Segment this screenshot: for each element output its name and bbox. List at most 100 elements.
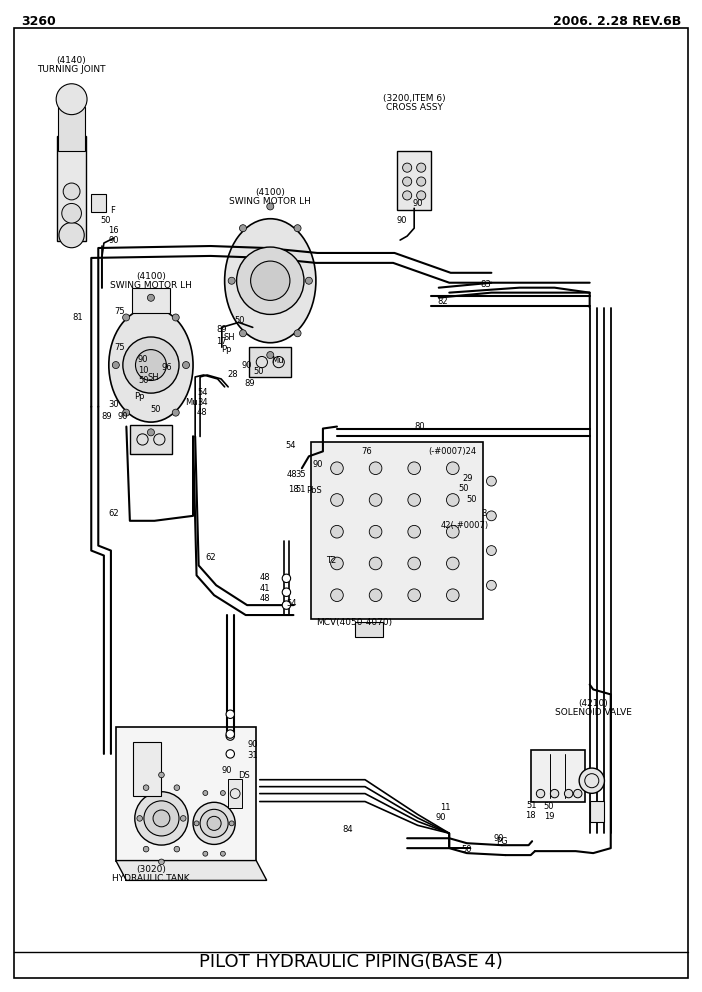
Circle shape — [486, 580, 496, 590]
Text: 28: 28 — [227, 370, 239, 380]
Circle shape — [536, 790, 545, 798]
Text: 11: 11 — [441, 803, 451, 812]
Text: 90: 90 — [413, 198, 423, 208]
Text: 90: 90 — [222, 766, 232, 776]
Text: 34: 34 — [197, 398, 208, 408]
Circle shape — [135, 792, 188, 845]
Circle shape — [331, 462, 343, 474]
Circle shape — [331, 526, 343, 538]
Text: PILOT HYDRAULIC PIPING(BASE 4): PILOT HYDRAULIC PIPING(BASE 4) — [199, 953, 503, 971]
Text: 50: 50 — [235, 315, 245, 325]
Text: 89: 89 — [101, 412, 112, 422]
Text: Pp: Pp — [221, 344, 231, 354]
Text: 89: 89 — [244, 379, 255, 389]
Circle shape — [135, 349, 166, 381]
Text: 3260: 3260 — [21, 15, 56, 29]
Circle shape — [194, 821, 199, 825]
Text: 75: 75 — [114, 307, 125, 316]
Circle shape — [282, 588, 291, 596]
Text: 90: 90 — [436, 812, 446, 822]
Circle shape — [226, 710, 234, 718]
Text: 51: 51 — [296, 484, 305, 494]
Bar — [133, 742, 161, 796]
Text: 48: 48 — [197, 408, 208, 418]
Text: 29: 29 — [463, 473, 472, 483]
Text: 42(-#0007): 42(-#0007) — [441, 521, 489, 531]
Circle shape — [282, 601, 291, 609]
Circle shape — [143, 846, 149, 852]
Circle shape — [369, 462, 382, 474]
Circle shape — [408, 558, 420, 569]
Text: 3: 3 — [482, 509, 487, 519]
Circle shape — [153, 810, 170, 826]
Bar — [310, 442, 483, 619]
Circle shape — [147, 295, 154, 302]
Text: MCV(4050-4070): MCV(4050-4070) — [317, 618, 392, 628]
Text: 90: 90 — [312, 459, 322, 469]
Circle shape — [331, 558, 343, 569]
Text: Pp: Pp — [134, 392, 144, 402]
Text: 62: 62 — [108, 509, 119, 519]
Text: 48: 48 — [286, 469, 298, 479]
Text: (4100): (4100) — [136, 272, 166, 282]
Text: 2006. 2.28 REV.6B: 2006. 2.28 REV.6B — [552, 15, 681, 29]
Text: DS: DS — [238, 771, 249, 781]
Circle shape — [282, 574, 291, 582]
Text: 50: 50 — [462, 844, 472, 854]
Text: 90: 90 — [242, 360, 252, 370]
Text: SWING MOTOR LH: SWING MOTOR LH — [110, 281, 192, 291]
Circle shape — [137, 815, 143, 821]
Text: F: F — [110, 205, 114, 215]
Text: 90: 90 — [118, 412, 128, 422]
Circle shape — [228, 277, 235, 285]
Text: SH: SH — [147, 373, 159, 383]
Text: SH: SH — [223, 332, 234, 342]
Text: 18: 18 — [524, 810, 536, 820]
Text: (-#0007)24: (-#0007)24 — [428, 446, 476, 456]
Circle shape — [446, 558, 459, 569]
Circle shape — [203, 791, 208, 796]
Circle shape — [417, 177, 425, 186]
Bar — [116, 726, 256, 861]
Circle shape — [267, 351, 274, 358]
Text: 16: 16 — [108, 225, 119, 235]
Text: 31: 31 — [247, 751, 258, 761]
Bar — [130, 425, 172, 454]
Text: 81: 81 — [72, 312, 83, 322]
Circle shape — [408, 462, 420, 474]
Ellipse shape — [109, 309, 193, 423]
Circle shape — [403, 177, 411, 186]
Circle shape — [294, 225, 301, 232]
Bar — [355, 623, 383, 637]
Circle shape — [446, 589, 459, 601]
Bar — [132, 289, 171, 313]
Text: 30: 30 — [108, 400, 119, 410]
Circle shape — [408, 494, 420, 506]
Bar — [531, 750, 585, 802]
Text: 50: 50 — [467, 495, 477, 505]
Circle shape — [486, 546, 496, 556]
Circle shape — [369, 558, 382, 569]
Text: 62: 62 — [205, 553, 216, 562]
Bar — [91, 194, 106, 212]
Text: 10: 10 — [138, 365, 148, 375]
Circle shape — [564, 790, 573, 798]
Text: 75: 75 — [114, 342, 125, 352]
Circle shape — [369, 589, 382, 601]
Circle shape — [239, 329, 246, 336]
Circle shape — [183, 361, 190, 369]
Text: 90: 90 — [138, 354, 148, 364]
Circle shape — [220, 791, 225, 796]
Text: 76: 76 — [361, 446, 372, 456]
Text: 89: 89 — [216, 324, 227, 334]
Circle shape — [446, 526, 459, 538]
Text: (4210): (4210) — [578, 698, 608, 708]
Text: Mu: Mu — [271, 355, 284, 365]
Bar — [57, 136, 86, 240]
Circle shape — [123, 337, 179, 393]
Text: PG: PG — [496, 836, 508, 846]
Text: 19: 19 — [544, 811, 554, 821]
Text: (3020): (3020) — [136, 865, 166, 875]
Circle shape — [63, 184, 80, 199]
Circle shape — [62, 203, 81, 223]
